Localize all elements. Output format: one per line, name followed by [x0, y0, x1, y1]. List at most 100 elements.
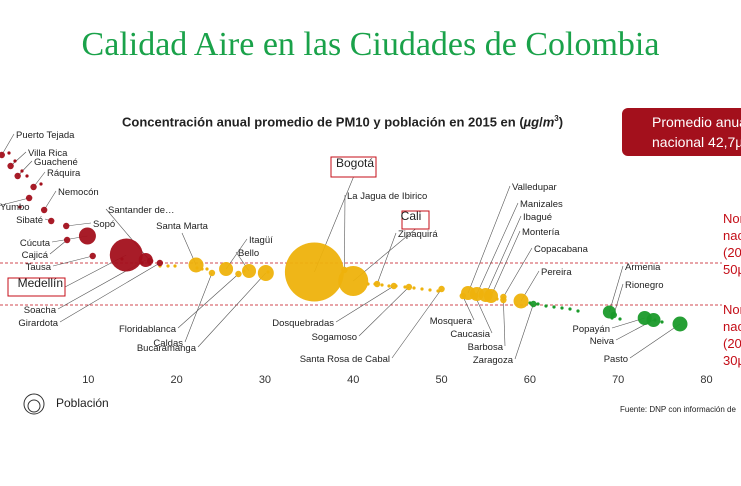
point-bello: [242, 264, 257, 278]
label-cajica: Cajicá: [22, 250, 49, 261]
point-medellin: [109, 238, 143, 272]
minor-point: [560, 306, 564, 310]
data-points: [0, 151, 688, 332]
point-caldas: [208, 269, 216, 277]
source-note: Fuente: DNP con información de: [620, 405, 736, 414]
leader-sopo: [66, 222, 92, 227]
minor-point: [428, 288, 432, 292]
label-tausa: Tausa: [26, 262, 52, 273]
norm-2017-line-4: 50µg: [723, 262, 741, 277]
label-bello: Bello: [238, 248, 259, 259]
label-medellin: Medellín: [18, 276, 63, 290]
x-tick-label: 20: [171, 374, 183, 386]
point-bogota: [284, 242, 344, 302]
leader-floridablanca: [177, 273, 239, 329]
x-tick-label: 40: [347, 374, 359, 386]
point-cucuta: [78, 227, 96, 245]
point-cajica: [63, 236, 71, 244]
point-rionegro: [610, 311, 617, 319]
label-sogamoso: Sogamoso: [312, 332, 357, 343]
leader-ibague: [485, 215, 522, 296]
label-armenia: Armenia: [625, 262, 661, 273]
population-legend-icon: [23, 393, 45, 415]
minor-point: [205, 267, 209, 271]
minor-point: [173, 264, 177, 268]
leader-pasto: [629, 323, 681, 359]
norm-2030-line-4: 30µg: [723, 353, 741, 368]
norm-2030-line-1: Norma: [723, 302, 741, 317]
point-santa-rosa-de-cabal: [438, 285, 445, 293]
leader-yumbo: [0, 197, 30, 206]
label-guachene: Guachené: [34, 157, 78, 168]
leader-tausa: [52, 255, 93, 267]
label-villa-rica: Villa Rica: [28, 148, 68, 159]
norm-2017-line-2: nacional: [723, 228, 741, 243]
point-neiva: [646, 313, 661, 327]
point-sopo: [63, 222, 70, 230]
population-legend-label: Población: [56, 396, 109, 410]
label-valledupar: Valledupar: [512, 182, 557, 193]
x-axis: 10 20 30 40 50 60 70 80: [82, 374, 712, 386]
point-bucaramanga: [257, 265, 274, 281]
leader-barbosa: [503, 299, 506, 347]
leader-zaragoza: [514, 303, 534, 360]
minor-point: [380, 283, 384, 287]
minor-point: [576, 309, 580, 313]
leader-monteria: [490, 230, 521, 297]
x-tick-label: 60: [524, 374, 536, 386]
minor-point: [660, 320, 664, 324]
label-floridablanca: Floridablanca: [119, 324, 177, 335]
minor-point: [412, 286, 416, 290]
leader-copacabana: [503, 247, 533, 298]
minor-point: [552, 305, 556, 309]
x-tick-label: 30: [259, 374, 271, 386]
label-nemocon: Nemocón: [58, 187, 99, 198]
leader-cajica: [49, 239, 68, 255]
label-cali: Cali: [401, 209, 422, 223]
minor-point: [20, 169, 24, 173]
point-monteria: [484, 289, 499, 303]
point-pasto: [672, 316, 688, 332]
leader-girardota: [59, 262, 160, 323]
point-sibate: [48, 217, 55, 225]
minor-point: [25, 174, 29, 178]
label-zaragoza: Zaragoza: [473, 355, 514, 366]
leader-nemocon: [43, 190, 57, 211]
label-bucaramanga: Bucaramanga: [137, 343, 197, 354]
minor-point: [39, 182, 43, 186]
chart-title: Concentración anual promedio de PM10 y p…: [122, 114, 564, 130]
minor-point: [13, 159, 17, 163]
label-puerto-tejada: Puerto Tejada: [16, 130, 75, 141]
leader-armenia: [609, 265, 624, 313]
x-tick-label: 10: [82, 374, 94, 386]
label-bogota: Bogotá: [336, 156, 374, 170]
label-raquira: Ráquira: [47, 168, 81, 179]
label-barbosa: Barbosa: [468, 342, 504, 353]
label-monteria: Montería: [522, 227, 560, 238]
point-nemocon: [40, 206, 48, 214]
label-neiva: Neiva: [590, 336, 615, 347]
label-box-bogota: [330, 156, 377, 178]
label-dosquebradas: Dosquebradas: [272, 318, 334, 329]
point-soacha: [138, 253, 153, 267]
leader-santa-rosa-de-cabal: [391, 288, 442, 359]
label-rionegro: Rionegro: [625, 280, 664, 291]
minor-point: [166, 264, 170, 268]
point-zaragoza: [530, 300, 537, 308]
point-guachene: [14, 172, 21, 180]
point-pereira: [513, 293, 529, 309]
label-popayan: Popayán: [572, 324, 610, 335]
norm-2017-label: Norma nacional (2017) 50µg: [723, 210, 741, 278]
label-sibate: Sibaté: [16, 215, 43, 226]
badge-line-1: Promedio anual: [652, 114, 741, 130]
label-copacabana: Copacabana: [534, 244, 589, 255]
point-tausa: [89, 252, 96, 260]
label-box-medellin: [7, 277, 66, 297]
label-soacha: Soacha: [24, 305, 57, 316]
norm-2017-line-3: (2017): [723, 245, 741, 260]
leader-zipaquira: [376, 232, 397, 285]
norm-2030-line-2: nacional: [723, 319, 741, 334]
